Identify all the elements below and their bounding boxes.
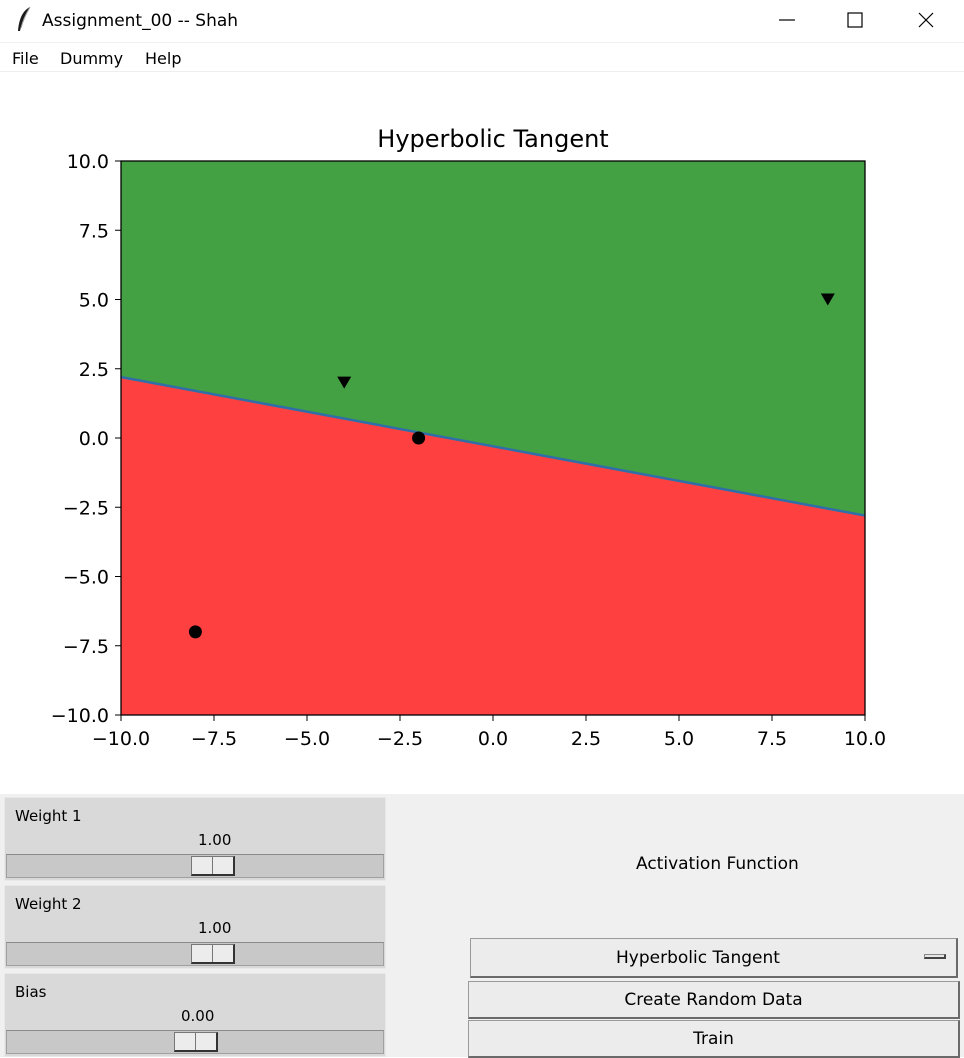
y-tick-label: −5.0 <box>63 567 109 589</box>
x-tick-label: 5.0 <box>664 728 694 750</box>
weight1-slider[interactable] <box>6 854 384 878</box>
maximize-icon <box>847 12 863 28</box>
controls-panel: Weight 1 1.00 Weight 2 1.00 Bias 0.00 Ac… <box>0 794 964 1058</box>
x-tick-label: 0.0 <box>478 728 508 750</box>
data-point-triangle <box>820 293 835 306</box>
chart-title: Hyperbolic Tangent <box>377 125 608 153</box>
y-tick-label: −10.0 <box>51 705 109 727</box>
activation-function-label: Activation Function <box>636 854 799 874</box>
weight1-slider-panel: Weight 1 1.00 <box>4 797 386 881</box>
x-tick-label: −5.0 <box>284 728 330 750</box>
region-above <box>121 161 865 516</box>
weight2-slider[interactable] <box>6 942 384 966</box>
weight2-label: Weight 2 <box>15 895 82 913</box>
weight1-value: 1.00 <box>198 831 232 849</box>
y-tick-label: 7.5 <box>79 220 109 242</box>
weight1-slider-handle[interactable] <box>191 856 235 876</box>
activation-function-dropdown[interactable]: Hyperbolic Tangent <box>470 938 958 978</box>
train-button[interactable]: Train <box>468 1020 960 1058</box>
window-title: Assignment_00 -- Shah <box>42 11 239 31</box>
title-bar: Assignment_00 -- Shah <box>0 0 964 43</box>
weight1-label: Weight 1 <box>15 807 82 825</box>
region-below <box>121 377 865 715</box>
bias-slider-handle[interactable] <box>174 1032 218 1052</box>
bias-value: 0.00 <box>181 1007 215 1025</box>
data-point-circle <box>188 625 202 639</box>
y-tick-label: 10.0 <box>67 151 109 173</box>
x-tick-label: −7.5 <box>191 728 237 750</box>
y-tick-label: 0.0 <box>79 428 109 450</box>
y-tick-label: 2.5 <box>79 359 109 381</box>
close-button[interactable] <box>903 0 949 40</box>
create-random-data-button[interactable]: Create Random Data <box>468 981 960 1019</box>
menu-file[interactable]: File <box>12 49 39 68</box>
weight2-slider-panel: Weight 2 1.00 <box>4 885 386 969</box>
menu-bar: File Dummy Help <box>0 43 964 73</box>
minimize-button[interactable] <box>764 0 810 40</box>
x-tick-label: 2.5 <box>571 728 601 750</box>
weight2-slider-handle[interactable] <box>191 944 235 964</box>
y-tick-label: −7.5 <box>63 636 109 658</box>
bias-label: Bias <box>15 983 47 1001</box>
maximize-button[interactable] <box>832 0 878 40</box>
x-tick-label: 7.5 <box>757 728 787 750</box>
menu-dummy[interactable]: Dummy <box>60 49 124 68</box>
minimize-icon <box>779 19 795 21</box>
bias-slider[interactable] <box>6 1030 384 1054</box>
menu-help[interactable]: Help <box>145 49 182 68</box>
weight2-value: 1.00 <box>198 919 232 937</box>
y-tick-label: −2.5 <box>63 497 109 519</box>
plot-area: Hyperbolic Tangent −10.0 −7.5 −5.0 −2.5 0.0 2.… <box>0 72 964 794</box>
data-point-circle <box>412 431 426 445</box>
decision-boundary-line <box>120 375 866 517</box>
feather-icon <box>14 6 36 34</box>
y-tick-label: 5.0 <box>79 290 109 312</box>
activation-function-selected: Hyperbolic Tangent <box>616 948 780 968</box>
chart: Hyperbolic Tangent −10.0 −7.5 −5.0 −2.5 0.0 2.… <box>51 125 886 750</box>
x-tick-label: 10.0 <box>844 728 886 750</box>
dropdown-indicator-icon <box>924 954 946 959</box>
close-icon <box>918 12 934 28</box>
x-tick-label: −10.0 <box>92 728 150 750</box>
bias-slider-panel: Bias 0.00 <box>4 973 386 1057</box>
x-tick-label: −2.5 <box>377 728 423 750</box>
data-point-triangle <box>337 376 352 389</box>
